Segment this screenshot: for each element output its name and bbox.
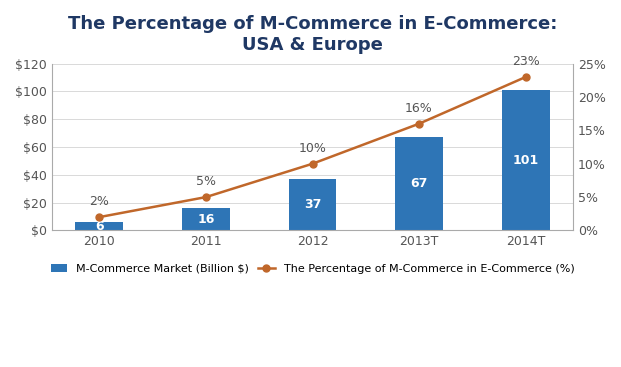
Title: The Percentage of M-Commerce in E-Commerce:
USA & Europe: The Percentage of M-Commerce in E-Commer… <box>68 15 557 54</box>
Text: 6: 6 <box>95 220 104 233</box>
Text: 101: 101 <box>512 154 538 167</box>
Text: 23%: 23% <box>512 55 540 68</box>
Bar <box>289 179 337 230</box>
Text: 16: 16 <box>197 213 215 226</box>
Text: 2%: 2% <box>89 195 109 208</box>
Text: 37: 37 <box>304 198 321 211</box>
Text: 67: 67 <box>410 177 428 190</box>
Bar <box>395 137 443 230</box>
Text: 16%: 16% <box>405 102 433 115</box>
Text: 5%: 5% <box>196 175 216 188</box>
Text: 10%: 10% <box>299 142 327 155</box>
Bar <box>75 222 124 230</box>
Legend: M-Commerce Market (Billion $), The Percentage of M-Commerce in E-Commerce (%): M-Commerce Market (Billion $), The Perce… <box>46 259 579 278</box>
Bar <box>502 90 550 230</box>
Bar <box>182 208 230 230</box>
